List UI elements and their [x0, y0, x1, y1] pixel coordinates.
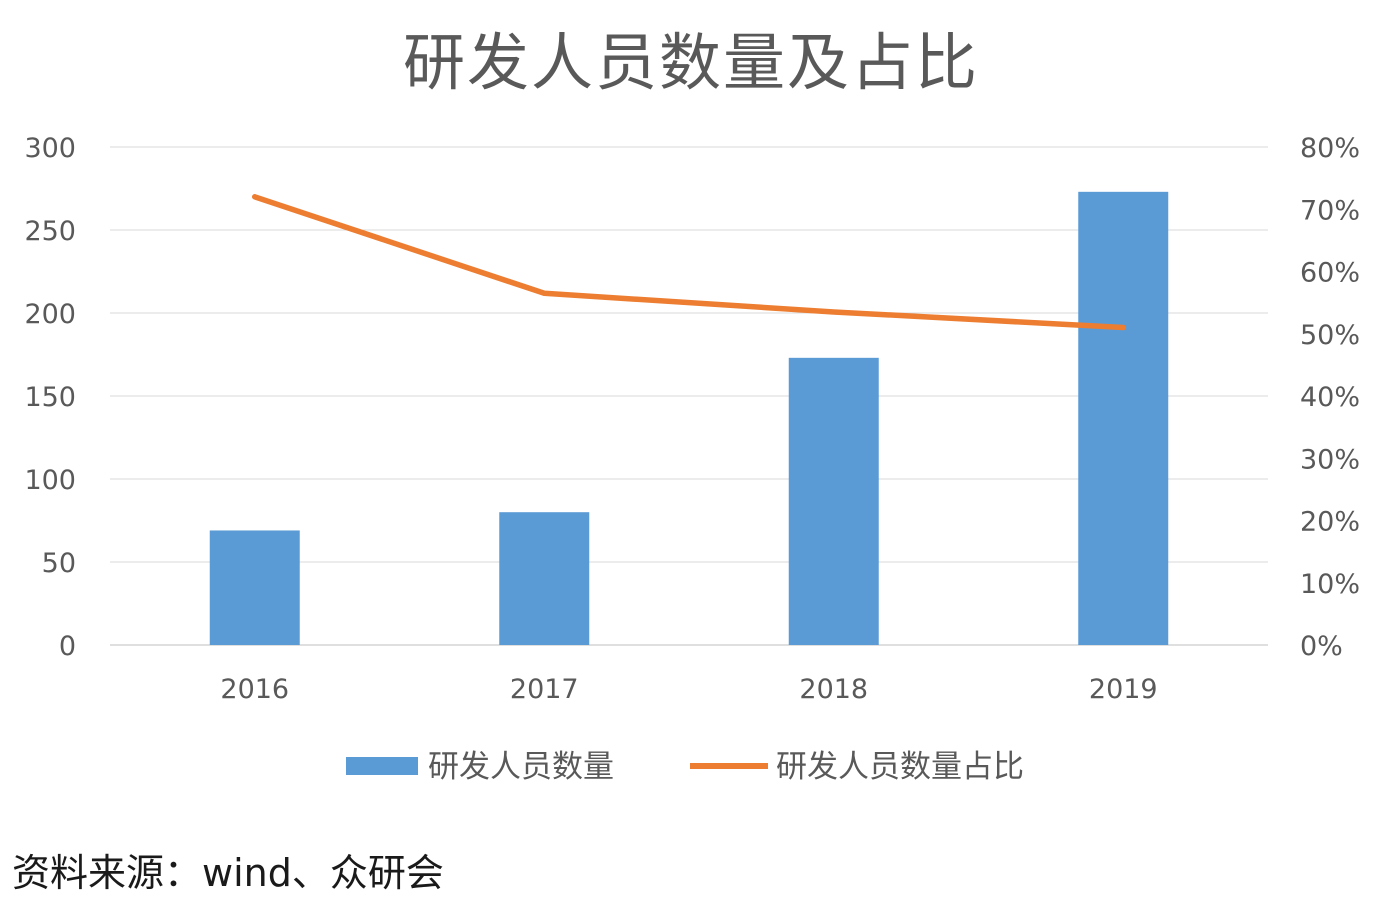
bar	[788, 357, 879, 645]
y-right-tick-label: 40%	[1300, 382, 1360, 413]
bar	[1078, 191, 1169, 645]
chart-title: 研发人员数量及占比	[402, 26, 979, 99]
y-left-tick-label: 100	[24, 465, 76, 496]
line-series	[252, 194, 1126, 331]
bar	[499, 512, 590, 645]
y-right-tick-label: 30%	[1300, 444, 1360, 475]
y-right-tick-label: 70%	[1300, 195, 1360, 226]
y-left-tick-label: 300	[24, 133, 76, 164]
source-note: 资料来源：wind、众研会	[12, 851, 444, 895]
legend-bar-swatch	[346, 757, 418, 775]
y-right-tick-label: 60%	[1300, 258, 1360, 289]
line-point	[541, 290, 547, 296]
y-left-tick-label: 50	[42, 548, 76, 579]
line-point	[831, 309, 837, 315]
y-left-tick-label: 0	[59, 631, 76, 662]
bar	[209, 530, 300, 645]
x-tick-label: 2016	[220, 674, 289, 705]
y-right-tick-label: 10%	[1300, 569, 1360, 600]
line-point	[1120, 325, 1126, 331]
y-right-tick-label: 0%	[1300, 631, 1343, 662]
y-right-tick-label: 20%	[1300, 507, 1360, 538]
y-left-tick-label: 150	[24, 382, 76, 413]
legend-label-bar: 研发人员数量	[428, 749, 614, 785]
line-point	[252, 194, 258, 200]
y-right-tick-label: 50%	[1300, 320, 1360, 351]
x-tick-label: 2019	[1089, 674, 1158, 705]
x-tick-label: 2017	[510, 674, 579, 705]
x-tick-label: 2018	[799, 674, 868, 705]
y-left-tick-label: 200	[24, 299, 76, 330]
y-right-tick-label: 80%	[1300, 133, 1360, 164]
y-left-tick-label: 250	[24, 216, 76, 247]
legend-label-line: 研发人员数量占比	[776, 749, 1024, 785]
